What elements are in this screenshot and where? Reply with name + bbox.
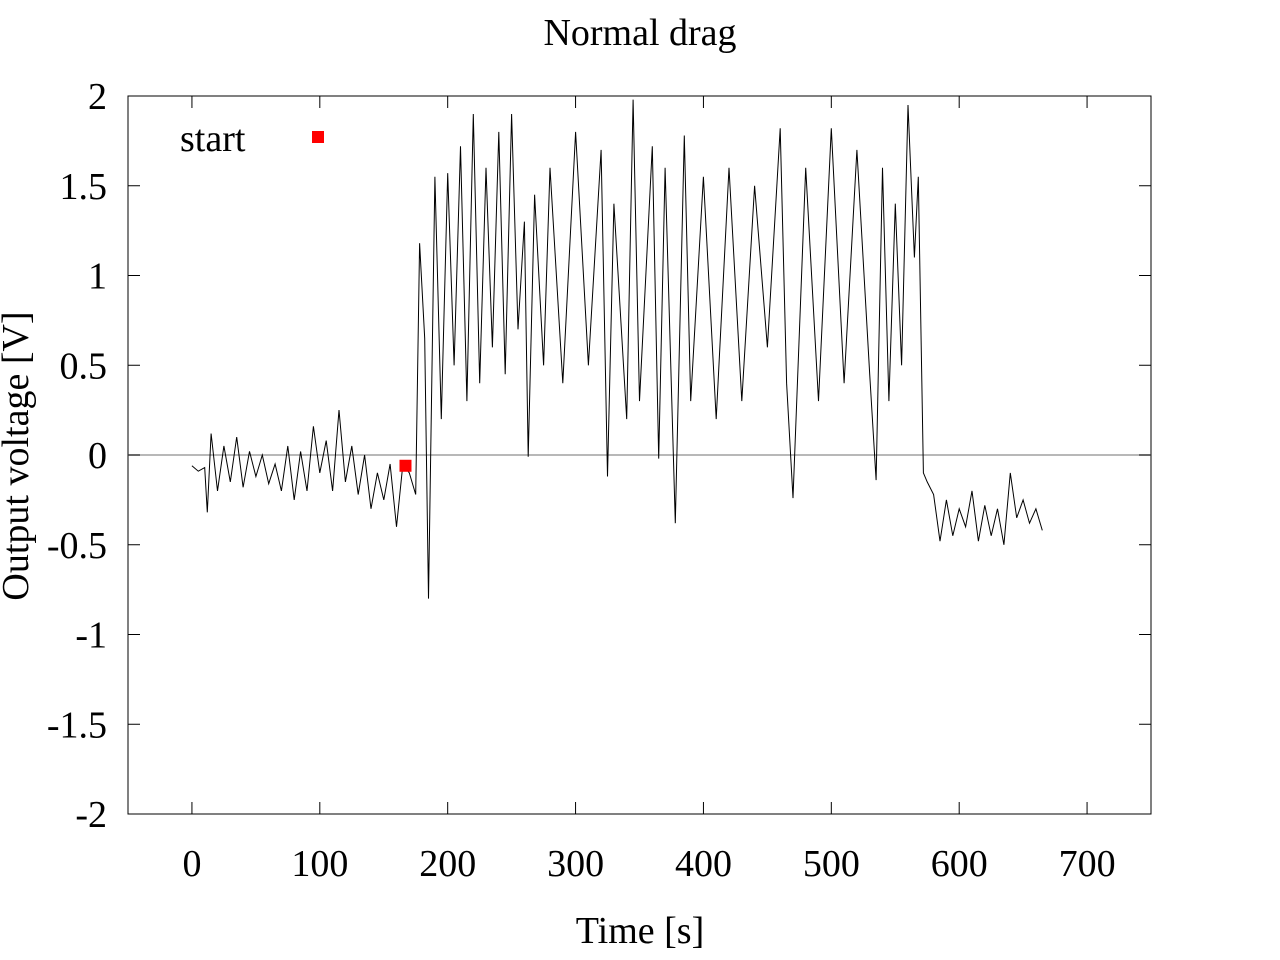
legend-label-start: start [180,118,246,160]
x-axis-label: Time [s] [576,910,704,952]
x-tick-label: 500 [803,843,860,885]
x-tick-label: 300 [547,843,604,885]
x-tick-label: 100 [291,843,348,885]
x-tick-label: 400 [675,843,732,885]
y-axis-ticks: 2 1.5 1 0.5 0 -0.5 -1 -1.5 -2 [47,76,1151,836]
x-tick-label: 600 [931,843,988,885]
y-tick-label: -1 [75,615,107,657]
y-tick-label: 0 [88,435,107,477]
legend-marker-start [312,131,324,143]
x-tick-label: 200 [419,843,476,885]
x-axis-ticks: 0 100 200 300 400 500 600 700 [182,96,1116,885]
y-tick-label: 2 [88,76,107,118]
start-marker [399,459,412,472]
y-tick-label: 1.5 [60,166,108,208]
y-tick-label: 0.5 [60,345,108,387]
x-tick-label: 0 [182,843,201,885]
y-tick-label: -2 [75,794,107,836]
y-axis-label: Output voltage [V] [0,311,37,600]
y-tick-label: -0.5 [47,525,107,567]
x-tick-label: 700 [1059,843,1116,885]
legend: start [180,118,324,160]
chart-title: Normal drag [543,12,736,54]
y-tick-label: -1.5 [47,704,107,746]
signal-line [191,99,1043,599]
y-tick-label: 1 [88,256,107,298]
